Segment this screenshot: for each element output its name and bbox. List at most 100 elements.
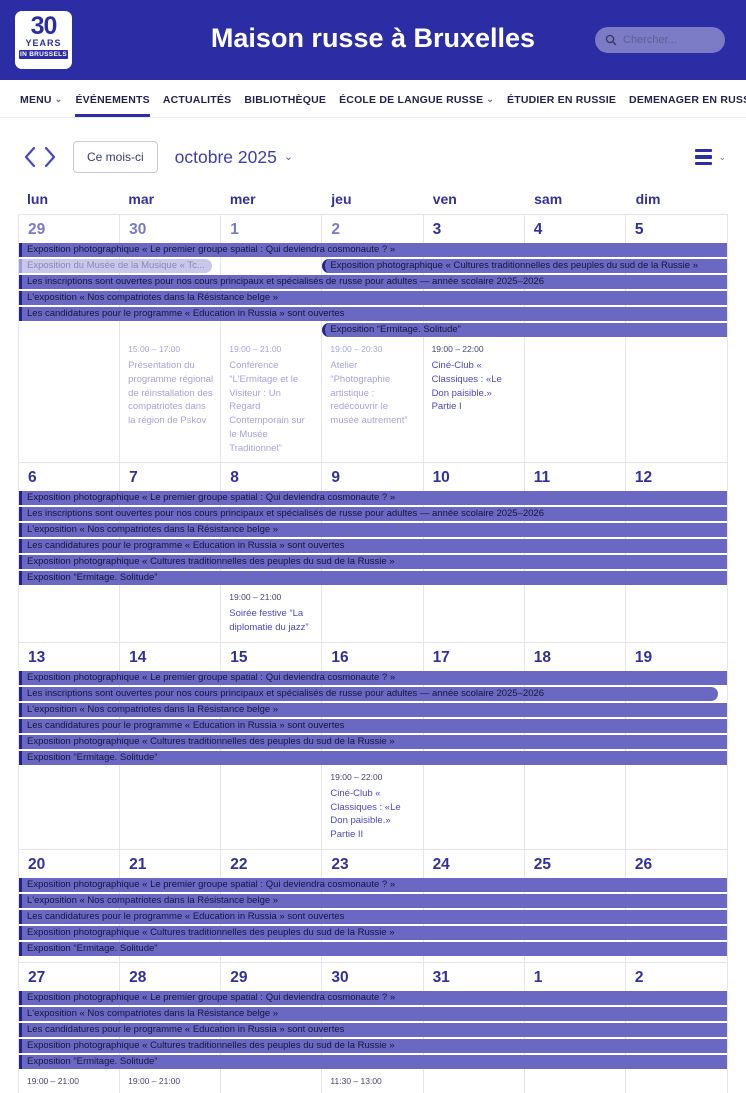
day-cell-17[interactable]: 17 [432, 648, 450, 666]
day-cell-6[interactable]: 6 [28, 469, 37, 487]
logo-years-text: YEARS [25, 38, 62, 48]
event-bar-candidatures[interactable]: Les candidatures pour le programme « Edu… [19, 718, 727, 733]
day-cell-2[interactable]: 2 [331, 221, 341, 238]
event-bar-resistance[interactable]: L'exposition « Nos compatriotes dans la … [19, 291, 727, 305]
event-time: 19:00 – 21:00 [229, 592, 282, 603]
week-row: 20 21 22 23 24 25 26 Exposition photographique … [19, 849, 727, 963]
nav-item-demenager-en-russie[interactable]: DEMENAGER EN RUSSIE [629, 80, 746, 117]
nav-item-bibliotheque[interactable]: BIBLIOTHÈQUE [244, 80, 326, 117]
prev-month-button[interactable] [20, 146, 40, 168]
event-bar-candidatures[interactable]: Les candidatures pour le programme « Edu… [19, 539, 727, 554]
day-cell-20[interactable]: 20 [28, 855, 46, 873]
event-bar-resistance[interactable]: L'exposition « Nos compatriotes dans la … [19, 702, 727, 717]
timed-events-row: 19:00 – 21:00 LE CLUB FAMILIAL PRÉSENTE :… [19, 1071, 727, 1093]
day-cell-30[interactable]: 30 [331, 968, 349, 986]
today-button[interactable]: Ce mois-ci [73, 141, 158, 173]
timed-event[interactable]: 19:00 – 20:30 Atelier “Photographie artis… [322, 339, 423, 462]
day-cell-23[interactable]: 23 [331, 855, 349, 873]
day-cell-29[interactable]: 29 [230, 968, 248, 986]
nav-item-actualites[interactable]: ACTUALITÉS [163, 80, 232, 117]
day-cell-18[interactable]: 18 [533, 648, 551, 666]
event-bar-resistance[interactable]: L'exposition « Nos compatriotes dans la … [19, 523, 727, 538]
day-cell-28[interactable]: 28 [129, 968, 147, 986]
timed-event[interactable]: 19:00 – 21:00 Programme musical et poétiq… [120, 1071, 221, 1093]
timed-events-row: 19:00 – 21:00 Soirée festive “La diplomat… [19, 587, 727, 642]
event-bar-resistance[interactable]: L'exposition « Nos compatriotes dans la … [19, 893, 727, 908]
day-cell-16[interactable]: 16 [331, 648, 349, 666]
nav-item-menu[interactable]: MENU ⌄ [20, 80, 62, 117]
event-bar-ermitage[interactable]: Exposition “Ermitage. Solitude” [19, 571, 727, 586]
day-cell-30[interactable]: 30 [129, 221, 147, 238]
day-cell-19[interactable]: 19 [634, 648, 653, 666]
next-month-button[interactable] [40, 146, 60, 168]
event-bar-inscriptions[interactable]: Les inscriptions sont ouvertes pour nos … [19, 275, 727, 289]
day-cell-7[interactable]: 7 [129, 469, 138, 487]
nav-item-ecole-de-langue-russe[interactable]: ÉCOLE DE LANGUE RUSSE ⌄ [339, 80, 494, 117]
day-cell-8[interactable]: 8 [230, 469, 239, 487]
view-switcher[interactable]: ⌄ [695, 148, 726, 166]
day-cell-14[interactable]: 14 [129, 648, 147, 666]
day-cell-11[interactable]: 11 [533, 469, 551, 487]
event-bar-inscriptions[interactable]: Les inscriptions sont ouvertes pour nos … [19, 507, 727, 522]
event-title: Salon Littéraire : La Cuisine Russe dans… [330, 1091, 415, 1093]
event-bar-ermitage[interactable]: Exposition “Ermitage. Solitude” [19, 750, 727, 765]
event-bar-ermitage[interactable]: Exposition “Ermitage. Solitude” [19, 941, 727, 956]
timed-event[interactable]: 19:00 – 21:00 Conférence “L'Ermitage et l… [221, 339, 322, 462]
day-cell-1[interactable]: 1 [230, 221, 239, 238]
day-cell-25[interactable]: 25 [533, 855, 551, 873]
timed-event[interactable]: 15:00 – 17:00 Présentation du programme r… [120, 339, 221, 462]
nav-item-label: ÉVÉNEMENTS [75, 93, 150, 106]
day-cell-29[interactable]: 29 [28, 221, 46, 238]
event-bar-cosmonaute[interactable]: Exposition photographique « Le premier g… [19, 990, 727, 1005]
event-bar-cultures[interactable]: Exposition photographique « Cultures tra… [19, 555, 727, 570]
month-label: octobre 2025 [174, 146, 277, 167]
nav-item-evenements[interactable]: ÉVÉNEMENTS [75, 80, 150, 117]
day-cell-4[interactable]: 4 [533, 221, 543, 238]
event-bar-resistance[interactable]: L'exposition « Nos compatriotes dans la … [19, 1006, 727, 1021]
event-bar-cultures[interactable]: Exposition photographique « Cultures tra… [322, 259, 727, 273]
event-bar-cosmonaute[interactable]: Exposition photographique « Le premier g… [19, 877, 727, 892]
event-bar-candidatures[interactable]: Les candidatures pour le programme « Edu… [19, 307, 727, 321]
day-cell-1[interactable]: 1 [533, 968, 543, 986]
day-cell-9[interactable]: 9 [331, 469, 341, 487]
nav-item-label: DEMENAGER EN RUSSIE [629, 93, 746, 106]
chevron-down-icon: ⌄ [283, 150, 294, 163]
timed-events-row: 19:00 – 22:00 Ciné-Club « Classiques : «L… [19, 767, 727, 849]
timed-event[interactable]: 19:00 – 22:00 Ciné-Club « Classiques : «L… [424, 339, 525, 462]
event-bar-ermitage[interactable]: Exposition “Ermitage. Solitude” [322, 323, 727, 337]
nav-item-etudier-en-russie[interactable]: ÉTUDIER EN RUSSIE [507, 80, 616, 117]
event-bar-candidatures[interactable]: Les candidatures pour le programme « Edu… [19, 1022, 727, 1037]
event-bar-cultures[interactable]: Exposition photographique « Cultures tra… [19, 1038, 727, 1053]
search-input[interactable] [623, 34, 715, 46]
month-selector[interactable]: octobre 2025 ⌄ [175, 147, 293, 168]
day-cell-22[interactable]: 22 [230, 855, 248, 873]
day-cell-27[interactable]: 27 [28, 968, 46, 986]
timed-event[interactable]: 11:30 – 13:00 Salon Littéraire : La Cuisi… [322, 1071, 423, 1093]
event-bar-cosmonaute[interactable]: Exposition photographique « Le premier g… [19, 670, 727, 685]
day-cell-10[interactable]: 10 [432, 469, 450, 487]
day-cell-2[interactable]: 2 [634, 968, 644, 986]
day-cell-15[interactable]: 15 [230, 648, 248, 666]
day-cell-31[interactable]: 31 [432, 968, 450, 986]
timed-event[interactable]: 19:00 – 22:00 Ciné-Club « Classiques : «L… [322, 767, 423, 849]
multiday-bars: Exposition photographique « Le premier g… [19, 877, 727, 958]
day-cell-24[interactable]: 24 [432, 855, 450, 873]
timed-event[interactable]: 19:00 – 21:00 LE CLUB FAMILIAL PRÉSENTE :… [19, 1071, 120, 1093]
day-cell-26[interactable]: 26 [634, 855, 653, 873]
timed-event[interactable]: 19:00 – 21:00 Soirée festive “La diplomat… [221, 587, 322, 642]
event-bar-musee[interactable]: Exposition du Musée de la Musique « Tc..… [19, 259, 213, 273]
event-bar-inscriptions[interactable]: Les inscriptions sont ouvertes pour nos … [19, 686, 718, 701]
event-bar-cultures[interactable]: Exposition photographique « Cultures tra… [19, 734, 727, 749]
search-box[interactable] [595, 27, 725, 53]
event-bar-cultures[interactable]: Exposition photographique « Cultures tra… [19, 925, 727, 940]
day-cell-13[interactable]: 13 [28, 648, 46, 666]
site-logo[interactable]: 30 YEARS IN BRUSSELS [15, 11, 72, 69]
day-cell-12[interactable]: 12 [634, 469, 653, 487]
day-cell-21[interactable]: 21 [129, 855, 147, 873]
event-bar-candidatures[interactable]: Les candidatures pour le programme « Edu… [19, 909, 727, 924]
event-bar-ermitage[interactable]: Exposition “Ermitage. Solitude” [19, 1054, 727, 1069]
day-cell-3[interactable]: 3 [432, 221, 442, 238]
day-cell-5[interactable]: 5 [634, 221, 644, 238]
event-bar-cosmonaute[interactable]: Exposition photographique « Le premier g… [19, 491, 727, 506]
event-bar-cosmonaute[interactable]: Exposition photographique « Le premier g… [19, 243, 727, 257]
